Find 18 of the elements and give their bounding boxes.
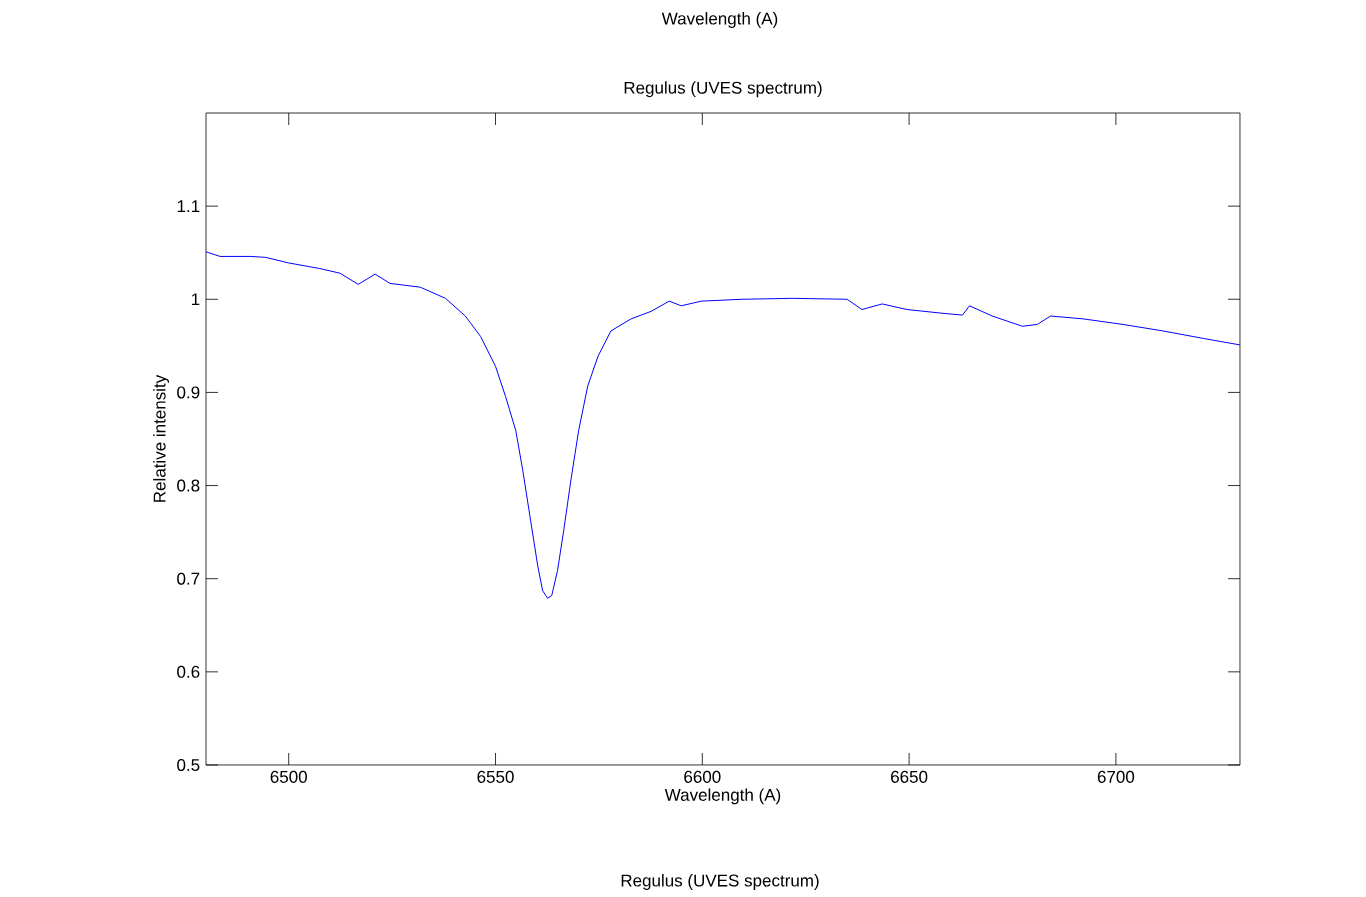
x-axis-title: Wavelength (A) <box>664 788 781 805</box>
x-tick-label: 6500 <box>270 770 307 783</box>
y-tick-label: 1.1 <box>177 200 200 212</box>
y-tick-label: 0.8 <box>177 479 200 492</box>
y-tick-label: 0.7 <box>177 572 200 585</box>
x-tick-label: 6700 <box>1097 770 1135 783</box>
y-tick-label: 0.6 <box>177 665 200 678</box>
text: Wavelength (A) <box>661 12 778 28</box>
y-axis-title: Relative intensity <box>153 374 169 502</box>
y-tick-label: 0.9 <box>177 386 200 399</box>
line-series <box>206 251 1240 599</box>
y-tick-label: 0.5 <box>177 758 200 772</box>
x-tick-label: 6600 <box>684 770 721 783</box>
text: Regulus (UVES spectrum) <box>621 874 819 890</box>
y-tick-label: 1 <box>191 293 200 306</box>
x-tick-label: 6650 <box>891 770 928 783</box>
x-tick-label: 6550 <box>477 770 514 783</box>
chart-title: Regulus (UVES spectrum) <box>624 81 822 98</box>
